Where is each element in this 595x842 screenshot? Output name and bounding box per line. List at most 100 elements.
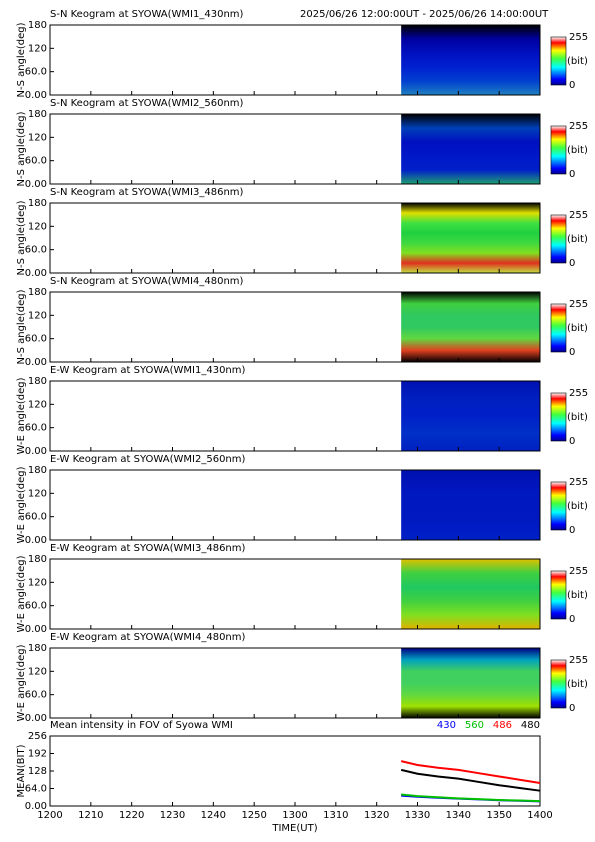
colorbar-label: (bit) xyxy=(567,501,588,512)
y-axis-label: MEAN(BIT) xyxy=(16,744,27,797)
colorbar-tick-label: 255 xyxy=(569,121,588,132)
colorbar-tick-label: 0 xyxy=(569,80,575,91)
colorbar-tick-label: 255 xyxy=(569,210,588,221)
colorbar-tick-label: 255 xyxy=(569,299,588,310)
x-tick-label: 1400 xyxy=(527,810,552,821)
y-tick-label: 0.00 xyxy=(25,90,47,101)
colorbar-label: (bit) xyxy=(567,234,588,245)
keogram-image xyxy=(401,25,540,95)
y-axis-label: N-S angle(deg) xyxy=(16,200,27,275)
y-tick-label: 192 xyxy=(28,749,47,760)
colorbar-tick-label: 0 xyxy=(569,703,575,714)
keogram-image xyxy=(401,381,540,451)
y-tick-label: 180 xyxy=(28,465,47,476)
y-tick-label: 120 xyxy=(28,132,47,143)
x-tick-label: 1310 xyxy=(323,810,348,821)
keogram-image xyxy=(401,203,540,273)
y-tick-label: 120 xyxy=(28,666,47,677)
colorbar-tick-label: 255 xyxy=(569,32,588,43)
colorbar xyxy=(550,392,567,442)
legend-entry: 430 xyxy=(437,720,456,731)
x-tick-label: 1220 xyxy=(119,810,144,821)
y-tick-label: 64.0 xyxy=(25,784,47,795)
keogram-image xyxy=(401,559,540,629)
y-tick-label: 180 xyxy=(28,376,47,387)
colorbar-tick-label: 255 xyxy=(569,388,588,399)
colorbar xyxy=(550,303,567,353)
x-tick-label: 1320 xyxy=(364,810,389,821)
series-line xyxy=(400,760,541,785)
y-tick-label: 180 xyxy=(28,109,47,120)
panel-title: E-W Keogram at SYOWA(WMI4_480nm) xyxy=(50,632,246,643)
y-tick-label: 120 xyxy=(28,488,47,499)
x-tick-label: 1300 xyxy=(282,810,307,821)
y-axis-label: W-E angle(deg) xyxy=(16,377,27,454)
keogram-image xyxy=(401,114,540,184)
legend-entry: 480 xyxy=(521,720,540,731)
y-axis-label: N-S angle(deg) xyxy=(16,22,27,97)
colorbar-tick-label: 0 xyxy=(569,258,575,269)
y-tick-label: 60.0 xyxy=(25,334,47,345)
y-tick-label: 0.00 xyxy=(25,535,47,546)
colorbar-tick-label: 0 xyxy=(569,169,575,180)
panel-title: E-W Keogram at SYOWA(WMI3_486nm) xyxy=(50,543,246,554)
y-tick-label: 0.00 xyxy=(25,268,47,279)
colorbar xyxy=(550,659,567,709)
y-axis-label: W-E angle(deg) xyxy=(16,644,27,721)
y-tick-label: 60.0 xyxy=(25,690,47,701)
x-tick-label: 1350 xyxy=(486,810,511,821)
colorbar-tick-label: 255 xyxy=(569,566,588,577)
colorbar-label: (bit) xyxy=(567,145,588,156)
x-tick-label: 1230 xyxy=(160,810,185,821)
keogram-image xyxy=(401,648,540,718)
x-axis-label: TIME(UT) xyxy=(271,823,317,834)
colorbar-tick-label: 255 xyxy=(569,655,588,666)
colorbar-tick-label: 0 xyxy=(569,614,575,625)
y-tick-label: 0.00 xyxy=(25,357,47,368)
y-tick-label: 0.00 xyxy=(25,179,47,190)
x-tick-label: 1240 xyxy=(201,810,226,821)
colorbar-tick-label: 255 xyxy=(569,477,588,488)
colorbar-tick-label: 0 xyxy=(569,436,575,447)
period: 2025/06/26 12:00:00UT - 2025/06/26 14:00… xyxy=(300,9,549,20)
panel-title: E-W Keogram at SYOWA(WMI1_430nm) xyxy=(50,365,246,376)
y-tick-label: 120 xyxy=(28,399,47,410)
x-tick-label: 1210 xyxy=(78,810,103,821)
y-axis-label: N-S angle(deg) xyxy=(16,289,27,364)
y-axis-label: W-E angle(deg) xyxy=(16,555,27,632)
keogram-image xyxy=(401,292,540,362)
y-axis-label: N-S angle(deg) xyxy=(16,111,27,186)
y-tick-label: 120 xyxy=(28,221,47,232)
colorbar-label: (bit) xyxy=(567,412,588,423)
y-axis-label: W-E angle(deg) xyxy=(16,466,27,543)
colorbar-label: (bit) xyxy=(567,56,588,67)
y-tick-label: 120 xyxy=(28,43,47,54)
colorbar xyxy=(550,36,567,86)
y-tick-label: 60.0 xyxy=(25,512,47,523)
y-tick-label: 0.00 xyxy=(25,446,47,457)
y-tick-label: 0.00 xyxy=(25,624,47,635)
x-tick-label: 1200 xyxy=(37,810,62,821)
colorbar-tick-label: 0 xyxy=(569,347,575,358)
colorbar xyxy=(550,570,567,620)
x-tick-label: 1330 xyxy=(405,810,430,821)
y-tick-label: 180 xyxy=(28,20,47,31)
colorbar xyxy=(550,214,567,264)
y-tick-label: 120 xyxy=(28,577,47,588)
y-tick-label: 60.0 xyxy=(25,423,47,434)
y-tick-label: 60.0 xyxy=(25,156,47,167)
y-tick-label: 60.0 xyxy=(25,67,47,78)
y-tick-label: 60.0 xyxy=(25,601,47,612)
legend-entry: 560 xyxy=(465,720,484,731)
colorbar-label: (bit) xyxy=(567,590,588,601)
colorbar-label: (bit) xyxy=(567,323,588,334)
legend-entry: 486 xyxy=(493,720,512,731)
series-line xyxy=(401,793,541,803)
y-tick-label: 0.00 xyxy=(25,713,47,724)
colorbar xyxy=(550,481,567,531)
colorbar-tick-label: 0 xyxy=(569,525,575,536)
panel-title: S-N Keogram at SYOWA(WMI3_486nm) xyxy=(50,187,244,198)
panel-title: S-N Keogram at SYOWA(WMI4_480nm) xyxy=(50,276,244,287)
